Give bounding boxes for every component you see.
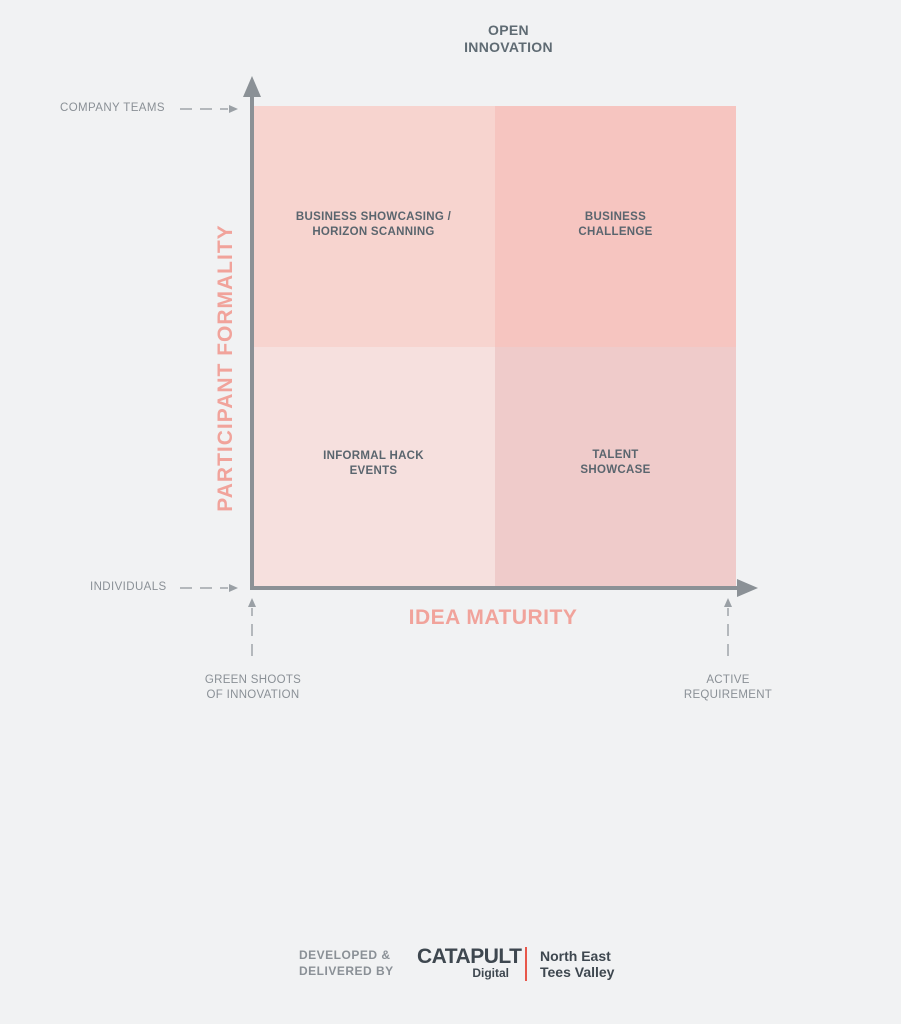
x-axis-arrowhead: [737, 579, 758, 597]
quadrant-top-left: BUSINESS SHOWCASING / HORIZON SCANNING: [252, 106, 495, 347]
y-axis-arrowhead: [243, 76, 261, 97]
x-axis-title: IDEA MATURITY: [408, 606, 578, 629]
y-bottom-label: INDIVIDUALS: [90, 581, 167, 593]
y-axis-title: PARTICIPANT FORMALITY: [214, 224, 237, 512]
x-left-label: GREEN SHOOTS OF INNOVATION: [204, 674, 302, 701]
quadrant-label: INFORMAL HACK EVENTS: [323, 449, 424, 477]
y-top-label: COMPANY TEAMS: [60, 102, 165, 114]
guide-arrow-icon: [229, 584, 238, 592]
region-name: North East Tees Valley: [540, 948, 615, 980]
brand-divider: [525, 947, 527, 981]
guide-arrow-icon: [248, 598, 256, 607]
guide-arrow-icon: [229, 105, 238, 113]
quadrant-label: BUSINESS CHALLENGE: [578, 210, 653, 238]
brand-sub: Digital: [472, 966, 509, 980]
quadrant-bottom-left: INFORMAL HACK EVENTS: [252, 347, 495, 588]
diagram-title: OPEN INNOVATION: [464, 22, 553, 55]
catapult-logo: CATAPULT Digital: [417, 945, 522, 980]
x-right-label: ACTIVE REQUIREMENT: [683, 674, 773, 701]
quadrant-label: BUSINESS SHOWCASING / HORIZON SCANNING: [295, 210, 452, 238]
footer-credit: DEVELOPED & DELIVERED BY: [299, 948, 394, 978]
guide-arrow-icon: [724, 598, 732, 607]
quadrant-label: TALENT SHOWCASE: [580, 448, 651, 476]
brand-name: CATAPULT: [417, 945, 522, 968]
quadrant-top-right: BUSINESS CHALLENGE: [495, 106, 736, 347]
quadrant-bottom-right: TALENT SHOWCASE: [495, 347, 736, 588]
